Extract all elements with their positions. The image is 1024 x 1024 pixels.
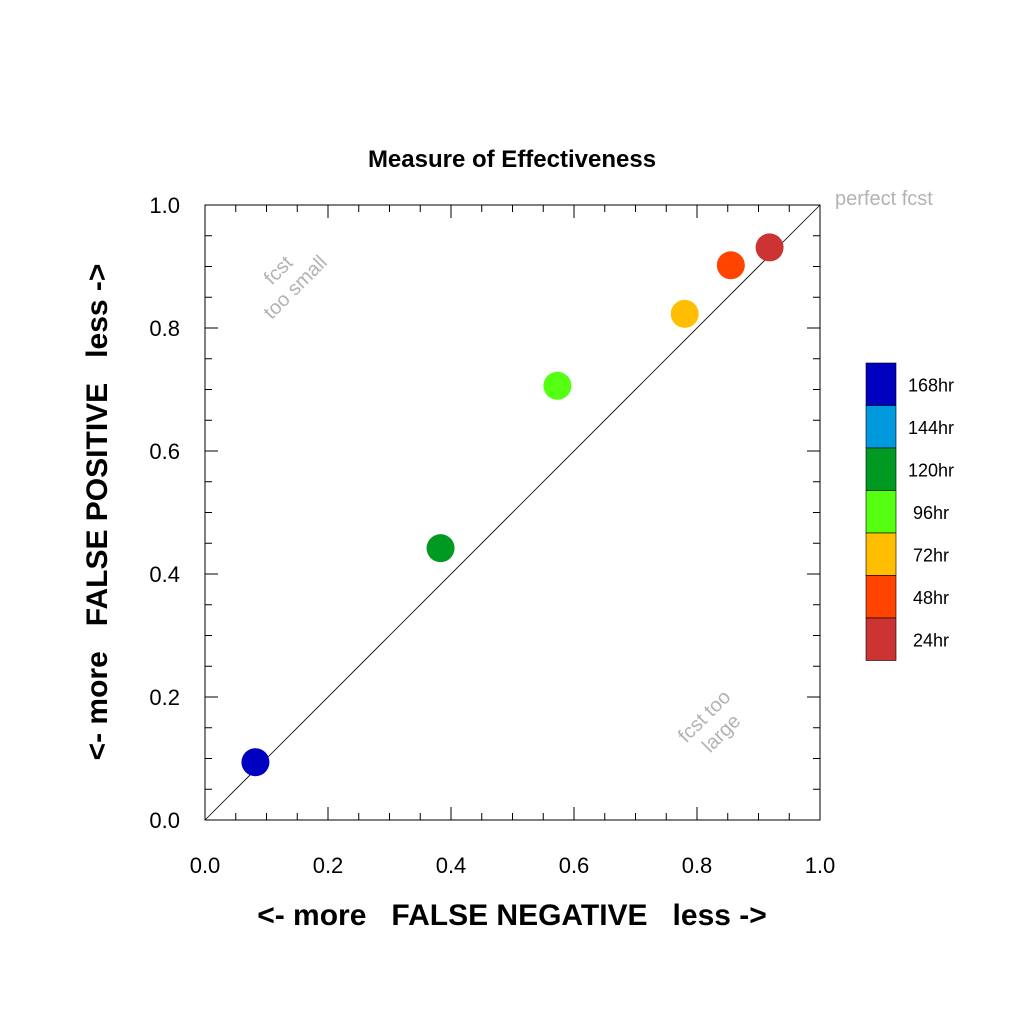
- legend-label-120hr: 120hr: [908, 460, 954, 480]
- x-tick-labels: 0.0 0.2 0.4 0.6 0.8 1.0: [190, 853, 836, 878]
- x-tick-label: 0.4: [436, 853, 467, 878]
- legend-swatch-96hr: [865, 490, 897, 534]
- legend: 168hr 144hr 120hr 96hr 72hr 48hr 24hr: [865, 362, 954, 661]
- y-tick-label: 0.4: [149, 562, 180, 587]
- legend-label-96hr: 96hr: [913, 503, 949, 523]
- y-tick-label: 1.0: [149, 193, 180, 218]
- legend-swatch-144hr: [865, 405, 897, 449]
- point-168hr: [241, 748, 270, 777]
- point-24hr: [755, 233, 784, 262]
- point-48hr: [716, 251, 745, 280]
- point-72hr: [670, 299, 699, 328]
- perfect-forecast-line: [204, 204, 821, 821]
- y-tick-label: 0.6: [149, 439, 180, 464]
- legend-label-72hr: 72hr: [913, 545, 949, 565]
- point-96hr: [543, 371, 572, 400]
- legend-swatch-168hr: [865, 362, 897, 406]
- legend-swatch-48hr: [865, 575, 897, 619]
- fcst-too-small-annotation: fcst too small: [260, 252, 332, 324]
- y-tick-labels: 0.0 0.2 0.4 0.6 0.8 1.0: [149, 193, 180, 833]
- fcst-too-large-annotation: fcst too large: [674, 686, 745, 757]
- legend-swatch-120hr: [865, 447, 897, 491]
- legend-label-144hr: 144hr: [908, 418, 954, 438]
- legend-label-24hr: 24hr: [913, 630, 949, 650]
- legend-label-48hr: 48hr: [913, 588, 949, 608]
- x-tick-label: 1.0: [805, 853, 836, 878]
- y-tick-label: 0.0: [149, 808, 180, 833]
- x-tick-label: 0.2: [313, 853, 344, 878]
- y-axis-label: <- more FALSE POSITIVE less ->: [81, 264, 114, 761]
- point-120hr: [426, 534, 455, 563]
- legend-label-168hr: 168hr: [908, 375, 954, 395]
- legend-swatch-72hr: [865, 532, 897, 576]
- x-tick-label: 0.8: [682, 853, 713, 878]
- data-points: [241, 233, 784, 777]
- y-tick-label: 0.2: [149, 685, 180, 710]
- axis-ticks: [204, 204, 821, 821]
- x-tick-label: 0.6: [559, 853, 590, 878]
- y-tick-label: 0.8: [149, 316, 180, 341]
- perfect-fcst-annotation: perfect fcst: [835, 188, 933, 210]
- legend-swatch-24hr: [865, 617, 897, 661]
- x-tick-label: 0.0: [190, 853, 221, 878]
- chart-title: Measure of Effectiveness: [368, 146, 656, 173]
- x-axis-label: <- more FALSE NEGATIVE less ->: [257, 899, 767, 932]
